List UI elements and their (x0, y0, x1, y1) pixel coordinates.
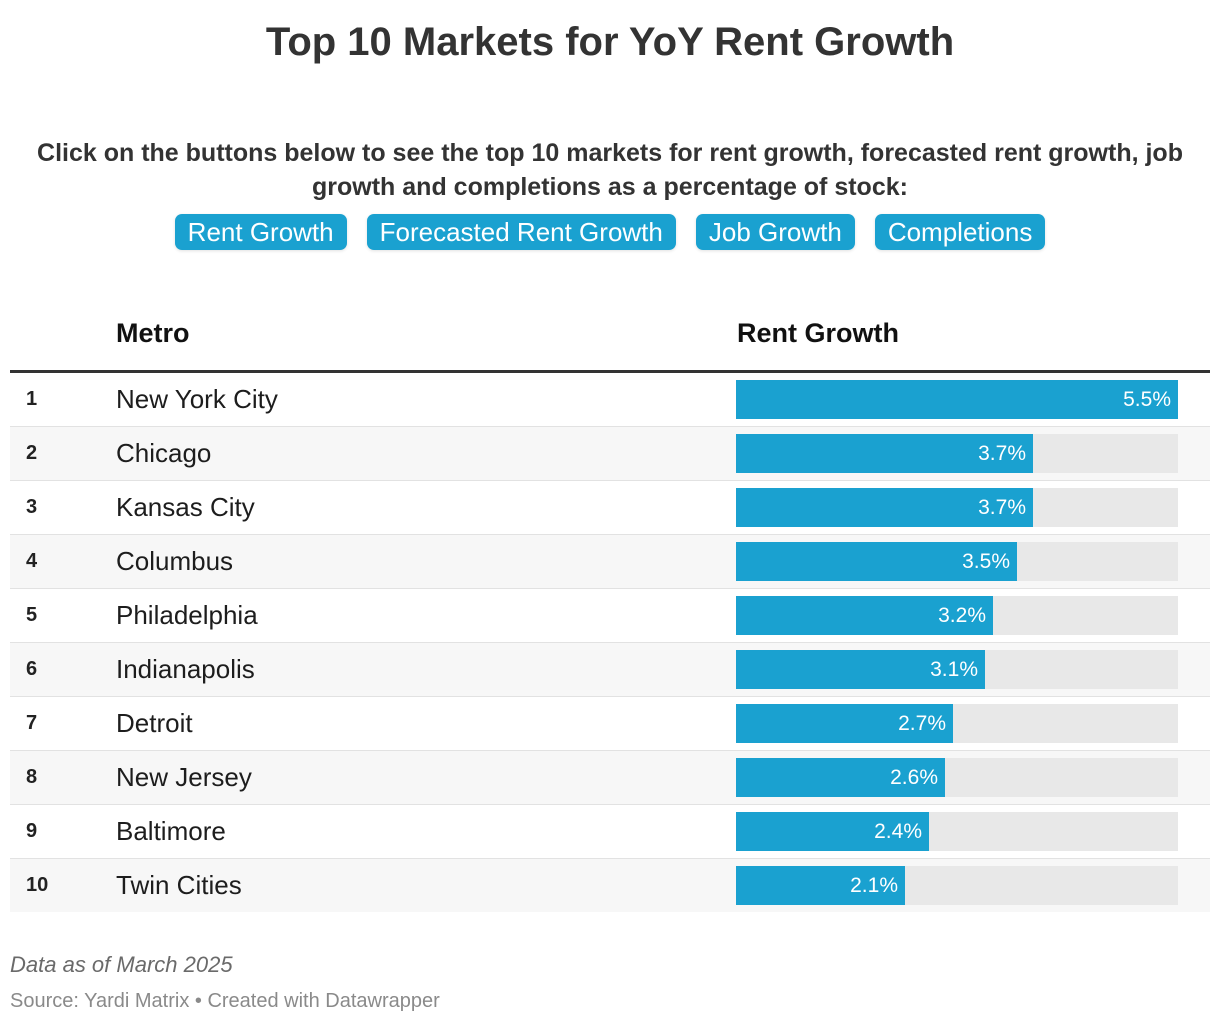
bar-indianapolis: 3.1% (736, 650, 985, 689)
table-header: Metro Rent Growth (10, 300, 1210, 373)
metro-name: Detroit (116, 708, 193, 738)
rank-number: 9 (26, 820, 38, 842)
rent-growth-column-header: Rent Growth (737, 318, 899, 348)
table-row: 4 Columbus 3.5% (10, 535, 1210, 589)
forecasted-rent-growth-button[interactable]: Forecasted Rent Growth (366, 214, 676, 250)
metro-name: Columbus (116, 546, 234, 576)
bar-value-label: 3.7% (978, 442, 1026, 465)
job-growth-button[interactable]: Job Growth (695, 214, 855, 250)
bar-columbus: 3.5% (736, 542, 1017, 581)
bar-value-label: 2.4% (874, 820, 922, 843)
bar-baltimore: 2.4% (736, 812, 929, 851)
bar-track: 2.1% (736, 866, 1178, 905)
rank-number: 10 (26, 874, 49, 896)
bar-value-label: 2.7% (898, 712, 946, 735)
bar-twin-cities: 2.1% (736, 866, 905, 905)
metro-name: New Jersey (116, 762, 252, 792)
metro-name: Indianapolis (116, 654, 255, 684)
table-row: 1 New York City 5.5% (10, 373, 1210, 427)
bar-track: 3.5% (736, 542, 1178, 581)
bar-value-label: 5.5% (1123, 388, 1171, 411)
intro-text: Click on the buttons below to see the to… (37, 139, 1183, 201)
data-date-note: Data as of March 2025 (10, 952, 233, 977)
bar-track: 3.7% (736, 488, 1178, 527)
rent-growth-button[interactable]: Rent Growth (174, 214, 347, 250)
bar-value-label: 2.1% (850, 874, 898, 897)
bar-track: 3.2% (736, 596, 1178, 635)
metro-name: Kansas City (116, 492, 255, 522)
table-row: 9 Baltimore 2.4% (10, 805, 1210, 859)
bar-track: 5.5% (736, 380, 1178, 419)
bar-kansas-city: 3.7% (736, 488, 1033, 527)
rank-number: 3 (26, 496, 38, 518)
chart-title: Top 10 Markets for YoY Rent Growth (265, 20, 955, 64)
ranking-table: Metro Rent Growth 1 New York City 5.5% 2 Chi… (10, 300, 1210, 912)
table-row: 5 Philadelphia 3.2% (10, 589, 1210, 643)
table-row: 10 Twin Cities 2.1% (10, 859, 1210, 912)
rank-number: 7 (26, 712, 38, 734)
completions-button[interactable]: Completions (874, 214, 1046, 250)
bar-philadelphia: 3.2% (736, 596, 993, 635)
rank-number: 4 (26, 550, 38, 572)
table-row: 8 New Jersey 2.6% (10, 751, 1210, 805)
rank-number: 6 (26, 658, 38, 680)
bar-value-label: 3.5% (962, 550, 1010, 573)
bar-track: 3.7% (736, 434, 1178, 473)
rank-number: 5 (26, 604, 38, 626)
bar-new-jersey: 2.6% (736, 758, 945, 797)
rank-number: 2 (26, 442, 38, 464)
table-row: 3 Kansas City 3.7% (10, 481, 1210, 535)
bar-new-york-city: 5.5% (736, 380, 1178, 419)
rank-number: 8 (26, 766, 38, 788)
bar-detroit: 2.7% (736, 704, 953, 743)
bar-chicago: 3.7% (736, 434, 1033, 473)
table-row: 7 Detroit 2.7% (10, 697, 1210, 751)
source-line: Source: Yardi Matrix • Created with Data… (10, 990, 440, 1012)
rank-number: 1 (26, 388, 38, 410)
table-row: 2 Chicago 3.7% (10, 427, 1210, 481)
table-body: 1 New York City 5.5% 2 Chicago 3.7% 3 Kansas Ci… (10, 373, 1210, 912)
metro-name: New York City (116, 384, 278, 414)
bar-track: 2.7% (736, 704, 1178, 743)
bar-track: 2.6% (736, 758, 1178, 797)
metro-column-header: Metro (116, 318, 190, 348)
bar-track: 3.1% (736, 650, 1178, 689)
metro-name: Philadelphia (116, 600, 258, 630)
bar-value-label: 3.1% (930, 658, 978, 681)
metro-name: Twin Cities (116, 870, 242, 900)
metro-name: Chicago (116, 438, 212, 468)
bar-value-label: 3.2% (938, 604, 986, 627)
bar-value-label: 2.6% (890, 766, 938, 789)
metro-name: Baltimore (116, 816, 226, 846)
bar-track: 2.4% (736, 812, 1178, 851)
metric-button-group: Rent Growth Forecasted Rent Growth Job G… (0, 214, 1220, 250)
bar-value-label: 3.7% (978, 496, 1026, 519)
table-row: 6 Indianapolis 3.1% (10, 643, 1210, 697)
